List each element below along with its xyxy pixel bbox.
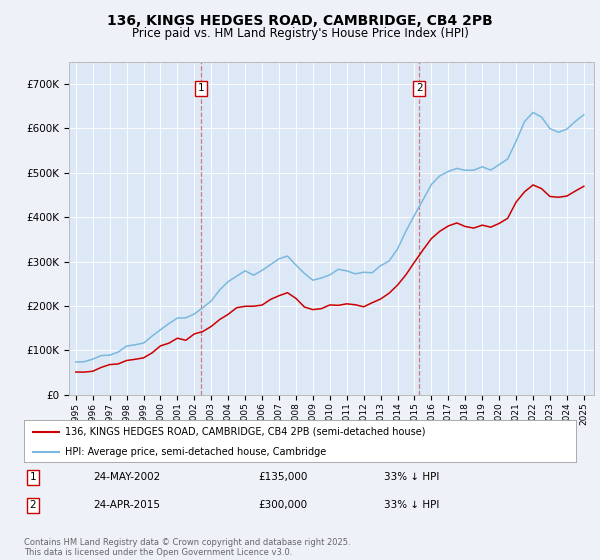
Text: £300,000: £300,000: [258, 500, 307, 510]
Text: 33% ↓ HPI: 33% ↓ HPI: [384, 500, 439, 510]
Text: HPI: Average price, semi-detached house, Cambridge: HPI: Average price, semi-detached house,…: [65, 447, 326, 457]
Text: 2: 2: [29, 500, 37, 510]
Text: £135,000: £135,000: [258, 472, 307, 482]
Text: Contains HM Land Registry data © Crown copyright and database right 2025.
This d: Contains HM Land Registry data © Crown c…: [24, 538, 350, 557]
Text: 136, KINGS HEDGES ROAD, CAMBRIDGE, CB4 2PB: 136, KINGS HEDGES ROAD, CAMBRIDGE, CB4 2…: [107, 14, 493, 28]
Text: Price paid vs. HM Land Registry's House Price Index (HPI): Price paid vs. HM Land Registry's House …: [131, 27, 469, 40]
Text: 24-MAY-2002: 24-MAY-2002: [93, 472, 160, 482]
Text: 136, KINGS HEDGES ROAD, CAMBRIDGE, CB4 2PB (semi-detached house): 136, KINGS HEDGES ROAD, CAMBRIDGE, CB4 2…: [65, 427, 426, 437]
Text: 33% ↓ HPI: 33% ↓ HPI: [384, 472, 439, 482]
Text: 24-APR-2015: 24-APR-2015: [93, 500, 160, 510]
Text: 2: 2: [416, 83, 423, 94]
Text: 1: 1: [29, 472, 37, 482]
Text: 1: 1: [197, 83, 204, 94]
